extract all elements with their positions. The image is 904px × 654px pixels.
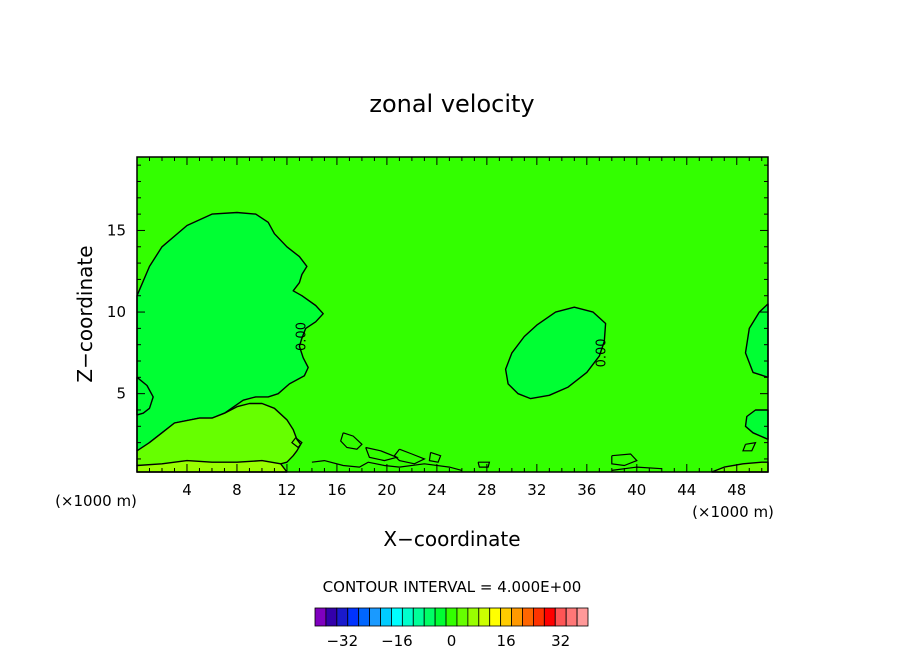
x-tick-label: 48 [727, 481, 746, 499]
colorbar-swatch [522, 607, 534, 627]
colorbar-swatch [336, 607, 349, 627]
x-tick-label: 12 [277, 481, 296, 499]
x-unit-right: (×1000 m) [692, 503, 774, 521]
plot-frame [136, 156, 769, 473]
colorbar-swatch [500, 607, 512, 627]
colorbar-swatch [325, 607, 338, 627]
contour-line-patch-6 [477, 461, 491, 468]
contour-interval-label: CONTOUR INTERVAL = 4.000E+00 [323, 578, 582, 596]
colorbar-tick-label: 0 [447, 632, 457, 650]
colorbar-swatch [445, 607, 458, 627]
colorbar-swatch [533, 607, 545, 627]
x-tick-label: 36 [577, 481, 596, 499]
y-tick-label: 5 [116, 385, 126, 403]
colorbar-swatch [423, 607, 436, 627]
colorbar-tick-label: −32 [326, 632, 358, 650]
colorbar [314, 607, 589, 627]
x-tick-label: 40 [627, 481, 646, 499]
colorbar-swatch [467, 607, 480, 627]
y-tick-label: 15 [107, 221, 126, 239]
contour-labels: 0.00 0.00 [295, 322, 610, 367]
contour-label-1: 0.00 [595, 338, 610, 367]
colorbar-swatch [456, 607, 469, 627]
contour-line-patch-10 [742, 441, 757, 452]
y-axis: 5 10 15 [107, 164, 768, 460]
x-axis: 4 8 12 16 20 24 28 32 36 40 44 48 [148, 157, 763, 499]
colorbar-swatch [576, 607, 589, 627]
chart-title: zonal velocity [369, 90, 534, 118]
colorbar-swatch [412, 607, 425, 627]
colorbar-swatch [543, 607, 556, 627]
contour-region-mid-cell [504, 306, 607, 400]
x-tick-label: 4 [182, 481, 192, 499]
x-tick-label: 44 [677, 481, 696, 499]
colorbar-swatch [380, 607, 392, 627]
colorbar-ticks: −32 −16 0 16 32 [326, 632, 570, 650]
colorbar-swatch [391, 607, 403, 627]
colorbar-swatch [511, 607, 523, 627]
contour-line-patch-2 [365, 446, 399, 462]
colorbar-swatch [401, 607, 414, 627]
x-tick-label: 16 [327, 481, 346, 499]
contour-line-patch-3 [393, 448, 426, 465]
colorbar-swatch [314, 607, 327, 627]
y-tick-label: 10 [107, 303, 126, 321]
colorbar-swatch [565, 607, 578, 627]
contour-line-patch-1 [340, 432, 363, 450]
colorbar-swatch [554, 607, 567, 627]
colorbar-tick-label: 16 [497, 632, 516, 650]
contour-line-patch-4 [428, 451, 442, 463]
x-tick-label: 32 [527, 481, 546, 499]
x-tick-label: 24 [427, 481, 446, 499]
colorbar-swatch [369, 607, 381, 627]
contour-line-patch-7 [611, 453, 638, 467]
colorbar-tick-label: −16 [381, 632, 413, 650]
x-axis-label: X−coordinate [383, 527, 520, 551]
colorbar-tick-label: 32 [551, 632, 570, 650]
y-axis-label: Z−coordinate [73, 245, 97, 382]
colorbar-swatch [478, 607, 491, 627]
colorbar-swatch [358, 607, 370, 627]
x-unit-left: (×1000 m) [55, 492, 137, 510]
plot-area [136, 157, 769, 473]
x-tick-label: 8 [232, 481, 242, 499]
colorbar-swatch [489, 607, 502, 627]
x-tick-label: 28 [477, 481, 496, 499]
contour-line-patch-9 [291, 437, 303, 449]
contour-label-0: 0.00 [295, 322, 310, 351]
x-tick-label: 20 [377, 481, 396, 499]
colorbar-swatch [434, 607, 447, 627]
colorbar-swatch [347, 607, 360, 627]
